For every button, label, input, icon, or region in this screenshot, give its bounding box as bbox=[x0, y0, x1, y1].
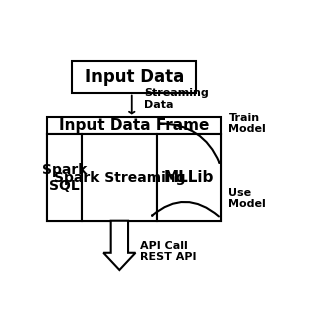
Bar bbox=[82, 134, 156, 221]
Bar bbox=[72, 60, 196, 92]
Text: Spark Streaming: Spark Streaming bbox=[54, 171, 185, 185]
Text: MLLib: MLLib bbox=[164, 170, 214, 185]
Polygon shape bbox=[103, 221, 135, 270]
FancyArrowPatch shape bbox=[152, 202, 219, 216]
Bar bbox=[47, 117, 221, 221]
Text: Streaming
Data: Streaming Data bbox=[144, 88, 209, 109]
Bar bbox=[47, 134, 82, 221]
Text: Use
Model: Use Model bbox=[228, 188, 266, 209]
Bar bbox=[156, 134, 221, 221]
FancyArrowPatch shape bbox=[159, 124, 220, 163]
Text: Input Data: Input Data bbox=[84, 68, 184, 85]
Text: Input Data Frame: Input Data Frame bbox=[59, 118, 209, 133]
Text: API Call
REST API: API Call REST API bbox=[140, 241, 197, 262]
Text: Train
Model: Train Model bbox=[228, 113, 266, 134]
Text: Spark
SQL: Spark SQL bbox=[42, 163, 87, 193]
